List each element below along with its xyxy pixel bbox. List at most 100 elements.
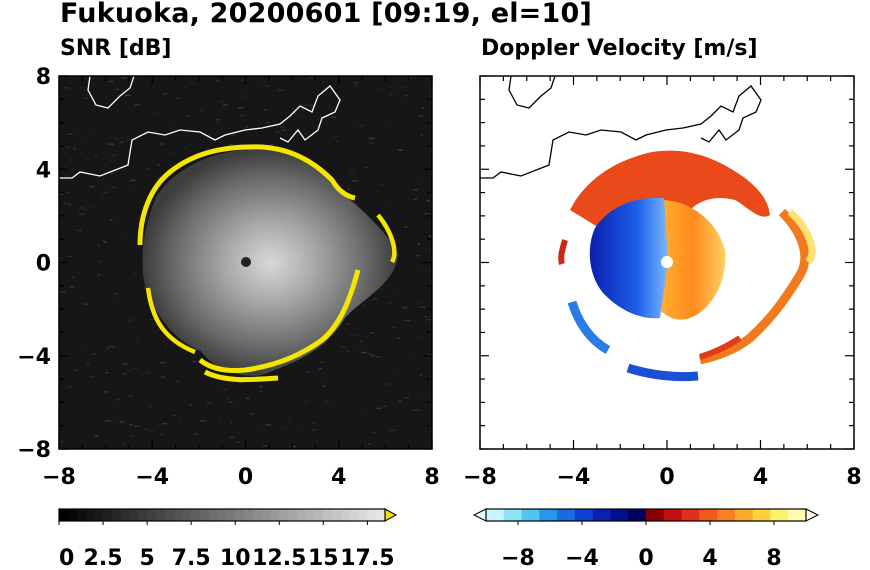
snr-noise-speck xyxy=(172,414,177,416)
snr-noise-speck xyxy=(82,208,87,211)
snr-noise-speck xyxy=(360,351,367,354)
snr-colorbar-tick-label: 17.5 xyxy=(340,546,394,570)
snr-y-tick-label: 0 xyxy=(36,252,51,277)
snr-noise-speck xyxy=(402,307,408,309)
snr-noise-speck xyxy=(265,85,270,87)
snr-noise-speck xyxy=(193,433,198,435)
snr-noise-speck xyxy=(129,318,133,320)
snr-noise-speck xyxy=(336,140,339,142)
snr-noise-speck xyxy=(370,354,375,357)
snr-noise-speck xyxy=(354,85,358,87)
snr-noise-speck xyxy=(160,143,164,145)
snr-noise-speck xyxy=(331,116,337,118)
snr-radar-site xyxy=(241,257,251,267)
doppler-x-tick-label: 8 xyxy=(846,465,861,490)
snr-noise-speck xyxy=(306,371,309,373)
snr-noise-speck xyxy=(92,103,95,106)
snr-noise-speck xyxy=(169,152,174,154)
snr-noise-speck xyxy=(391,326,397,329)
snr-noise-speck xyxy=(71,276,74,278)
snr-colorbar-cell xyxy=(76,509,86,521)
snr-noise-speck xyxy=(122,372,127,375)
snr-noise-speck xyxy=(158,432,162,435)
snr-noise-speck xyxy=(87,404,91,406)
snr-noise-speck xyxy=(311,422,317,425)
snr-noise-speck xyxy=(101,198,105,200)
snr-noise-speck xyxy=(105,371,109,374)
snr-noise-speck xyxy=(66,191,69,193)
snr-noise-speck xyxy=(390,204,394,206)
snr-noise-speck xyxy=(89,129,93,132)
snr-noise-speck xyxy=(59,193,63,195)
snr-noise-speck xyxy=(117,299,120,301)
snr-noise-speck xyxy=(239,114,245,117)
snr-noise-speck xyxy=(237,106,244,109)
snr-noise-speck xyxy=(424,77,429,80)
snr-colorbar-cell xyxy=(314,509,324,521)
snr-noise-speck xyxy=(346,347,349,349)
snr-colorbar-cell xyxy=(67,509,78,521)
doppler-negative-edge-nw xyxy=(558,239,568,265)
snr-colorbar-tick-label: 10 xyxy=(220,546,251,570)
snr-noise-speck xyxy=(281,129,286,131)
doppler-negative-band-sw xyxy=(567,300,611,354)
snr-noise-speck xyxy=(156,426,160,428)
snr-noise-speck xyxy=(76,229,82,232)
snr-noise-speck xyxy=(65,146,69,148)
doppler-colorbar-cell xyxy=(539,509,558,521)
snr-noise-speck xyxy=(417,243,421,246)
snr-noise-speck xyxy=(59,257,62,260)
doppler-colorbar-cell xyxy=(646,509,665,521)
snr-edge-ring xyxy=(137,144,356,246)
doppler-x-tick-label: 4 xyxy=(753,465,768,490)
snr-noise-speck xyxy=(112,154,116,156)
snr-noise-speck xyxy=(135,340,138,342)
snr-noise-speck xyxy=(370,332,375,334)
snr-noise-speck xyxy=(319,361,324,363)
snr-coastline xyxy=(59,85,341,179)
snr-noise-speck xyxy=(292,445,297,448)
snr-noise-speck xyxy=(416,337,421,339)
snr-noise-speck xyxy=(280,126,285,128)
snr-noise-speck xyxy=(114,403,119,406)
snr-noise-speck xyxy=(133,367,139,370)
snr-noise-speck xyxy=(341,346,346,348)
snr-noise-speck xyxy=(259,390,264,393)
doppler-negative-region xyxy=(589,197,668,319)
snr-noise-speck xyxy=(104,241,107,244)
snr-noise-speck xyxy=(420,394,426,397)
snr-noise-speck xyxy=(392,288,396,290)
snr-noise-speck xyxy=(80,345,85,347)
doppler-colorbar-extend-max xyxy=(805,508,820,522)
snr-noise-speck xyxy=(332,135,338,138)
snr-noise-speck xyxy=(230,436,234,439)
snr-noise-speck xyxy=(424,315,428,318)
doppler-colorbar-cell xyxy=(486,509,505,521)
snr-noise-speck xyxy=(368,142,373,144)
snr-colorbar-tick-label: 5 xyxy=(139,546,154,570)
snr-noise-speck xyxy=(282,426,289,429)
snr-noise-speck xyxy=(85,158,90,161)
snr-colorbar-cell xyxy=(199,509,210,521)
snr-noise-speck xyxy=(404,319,411,322)
snr-noise-speck xyxy=(103,146,106,149)
snr-noise-speck xyxy=(151,357,154,359)
snr-noise-speck xyxy=(121,237,124,240)
snr-noise-speck xyxy=(111,137,115,139)
snr-edge-ring-south xyxy=(198,269,361,373)
snr-noise-speck xyxy=(111,186,117,189)
snr-colorbar-cell xyxy=(129,509,139,521)
snr-x-tick-label: 4 xyxy=(331,465,346,490)
snr-noise-speck xyxy=(352,180,358,182)
doppler-negative-band-south xyxy=(626,363,699,382)
snr-noise-speck xyxy=(345,323,350,325)
snr-noise-speck xyxy=(404,396,410,399)
snr-noise-speck xyxy=(375,87,382,89)
snr-noise-speck xyxy=(421,106,424,109)
snr-y-tick-label: −8 xyxy=(17,438,51,463)
snr-noise-speck xyxy=(420,134,423,136)
snr-noise-speck xyxy=(160,376,165,378)
snr-noise-speck xyxy=(146,372,151,374)
snr-noise-speck xyxy=(308,104,315,106)
snr-noise-speck xyxy=(366,366,370,368)
